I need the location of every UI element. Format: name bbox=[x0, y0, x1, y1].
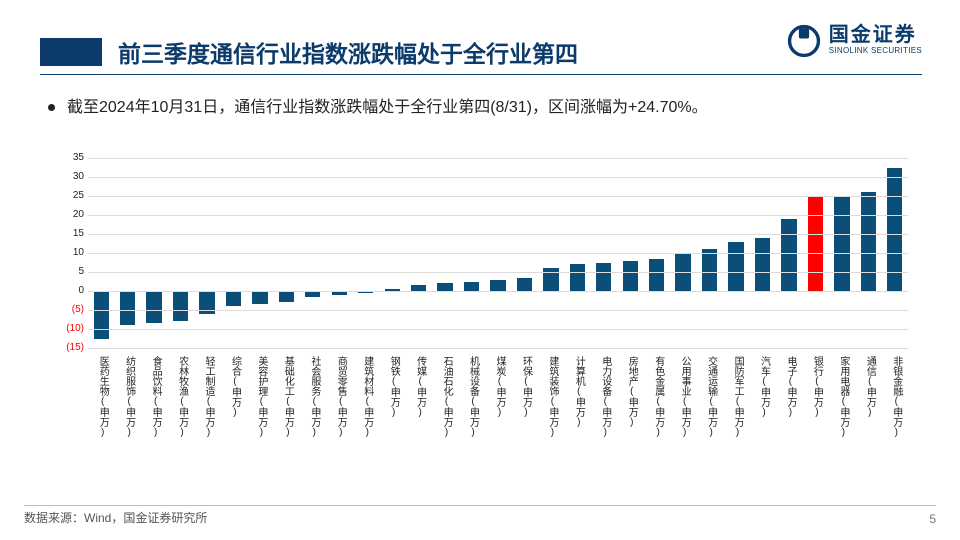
page-number: 5 bbox=[929, 512, 936, 526]
chart-gridline bbox=[88, 177, 908, 178]
chart-bar bbox=[464, 282, 479, 292]
chart-bar bbox=[437, 283, 452, 291]
chart-x-label: 机械设备(申万) bbox=[466, 356, 481, 438]
chart-y-label: 35 bbox=[52, 152, 84, 163]
chart-x-label: 美容护理(申万) bbox=[254, 356, 269, 438]
chart-plot-area: (15)(10)(5)05101520253035 bbox=[88, 158, 908, 348]
chart-gridline bbox=[88, 253, 908, 254]
title-underline bbox=[40, 74, 922, 75]
chart-x-label: 建筑材料(申万) bbox=[360, 356, 375, 438]
chart-x-labels: 医药生物(申万) 纺织服饰(申万) 食品饮料(申万) 农林牧渔(申万) 轻工制造(申万)… bbox=[88, 356, 908, 456]
chart-bar bbox=[755, 238, 770, 291]
chart-x-label: 建筑装饰(申万) bbox=[545, 356, 560, 438]
chart-gridline bbox=[88, 348, 908, 349]
chart-y-label: (5) bbox=[52, 304, 84, 315]
chart-x-label: 基础化工(申万) bbox=[280, 356, 295, 438]
chart-gridline bbox=[88, 291, 908, 292]
chart-x-label: 轻工制造(申万) bbox=[201, 356, 216, 438]
chart-gridline bbox=[88, 310, 908, 311]
footer: 数据来源：Wind，国金证券研究所 5 bbox=[24, 509, 936, 526]
chart-x-label: 石油石化(申万) bbox=[439, 356, 454, 438]
sinolink-logo-icon bbox=[787, 24, 821, 58]
bullet-item: 截至2024年10月31日，通信行业指数涨跌幅处于全行业第四(8/31)，区间涨… bbox=[48, 96, 920, 120]
chart-bar bbox=[596, 263, 611, 292]
chart-gridline bbox=[88, 329, 908, 330]
chart-gridline bbox=[88, 272, 908, 273]
chart-x-label: 通信(申万) bbox=[862, 356, 877, 418]
chart-x-label: 环保(申万) bbox=[518, 356, 533, 418]
chart-bar bbox=[226, 291, 241, 306]
industry-return-chart: (15)(10)(5)05101520253035 医药生物(申万)纺织服饰(申… bbox=[50, 150, 920, 460]
chart-y-label: 0 bbox=[52, 285, 84, 296]
chart-y-label: 10 bbox=[52, 247, 84, 258]
footer-rule bbox=[24, 505, 936, 506]
chart-gridline bbox=[88, 158, 908, 159]
chart-x-label: 传媒(申万) bbox=[413, 356, 428, 418]
chart-x-label: 汽车(申万) bbox=[757, 356, 772, 418]
chart-x-label: 国防军工(申万) bbox=[730, 356, 745, 438]
chart-x-label: 商贸零售(申万) bbox=[333, 356, 348, 438]
slide: 前三季度通信行业指数涨跌幅处于全行业第四 国金证券 SINOLINK SECUR… bbox=[0, 0, 960, 540]
slide-title: 前三季度通信行业指数涨跌幅处于全行业第四 bbox=[118, 35, 578, 69]
chart-bar bbox=[781, 219, 796, 291]
chart-x-label: 房地产(申万) bbox=[624, 356, 639, 428]
chart-gridline bbox=[88, 196, 908, 197]
chart-x-label: 计算机(申万) bbox=[571, 356, 586, 428]
chart-x-label: 纺织服饰(申万) bbox=[122, 356, 137, 438]
chart-x-label: 公用事业(申万) bbox=[677, 356, 692, 438]
chart-bar bbox=[94, 291, 109, 339]
title-accent-block bbox=[40, 38, 102, 66]
chart-y-label: (10) bbox=[52, 323, 84, 334]
chart-bar bbox=[120, 291, 135, 325]
chart-bar bbox=[623, 261, 638, 291]
data-source: 数据来源：Wind，国金证券研究所 bbox=[24, 509, 207, 526]
brand-name-cn: 国金证券 bbox=[829, 25, 922, 45]
chart-x-label: 电子(申万) bbox=[783, 356, 798, 418]
bullet-text: 截至2024年10月31日，通信行业指数涨跌幅处于全行业第四(8/31)，区间涨… bbox=[67, 96, 708, 120]
chart-y-label: 25 bbox=[52, 190, 84, 201]
chart-bar bbox=[252, 291, 267, 304]
brand-logo-text: 国金证券 SINOLINK SECURITIES bbox=[829, 25, 922, 56]
chart-y-label: 5 bbox=[52, 266, 84, 277]
chart-x-label: 食品饮料(申万) bbox=[148, 356, 163, 438]
chart-x-label: 电力设备(申万) bbox=[598, 356, 613, 438]
chart-bar bbox=[517, 278, 532, 291]
chart-bar bbox=[861, 192, 876, 291]
brand-name-en: SINOLINK SECURITIES bbox=[829, 45, 922, 56]
chart-x-label: 非银金融(申万) bbox=[889, 356, 904, 438]
chart-bar bbox=[490, 280, 505, 291]
chart-bar bbox=[702, 249, 717, 291]
chart-bar bbox=[570, 264, 585, 291]
chart-y-label: 30 bbox=[52, 171, 84, 182]
chart-x-label: 有色金属(申万) bbox=[651, 356, 666, 438]
chart-gridline bbox=[88, 215, 908, 216]
chart-bar bbox=[808, 197, 823, 291]
chart-y-label: (15) bbox=[52, 342, 84, 353]
chart-bar bbox=[173, 291, 188, 321]
chart-bar bbox=[649, 259, 664, 291]
bullet-dot-icon bbox=[48, 104, 55, 111]
chart-bar bbox=[279, 291, 294, 302]
chart-gridline bbox=[88, 234, 908, 235]
chart-x-label: 钢铁(申万) bbox=[386, 356, 401, 418]
chart-bar bbox=[146, 291, 161, 323]
chart-y-label: 20 bbox=[52, 209, 84, 220]
chart-bar bbox=[834, 196, 849, 291]
chart-bar bbox=[728, 242, 743, 291]
chart-x-label: 煤炭(申万) bbox=[492, 356, 507, 418]
chart-x-label: 综合(申万) bbox=[227, 356, 242, 418]
chart-x-label: 家用电器(申万) bbox=[836, 356, 851, 438]
chart-x-label: 银行(申万) bbox=[809, 356, 824, 418]
chart-x-label: 农林牧渔(申万) bbox=[175, 356, 190, 438]
chart-x-label: 医药生物(申万) bbox=[95, 356, 110, 438]
brand-logo: 国金证券 SINOLINK SECURITIES bbox=[787, 24, 922, 58]
chart-y-label: 15 bbox=[52, 228, 84, 239]
chart-x-label: 社会服务(申万) bbox=[307, 356, 322, 438]
chart-x-label: 交通运输(申万) bbox=[704, 356, 719, 438]
